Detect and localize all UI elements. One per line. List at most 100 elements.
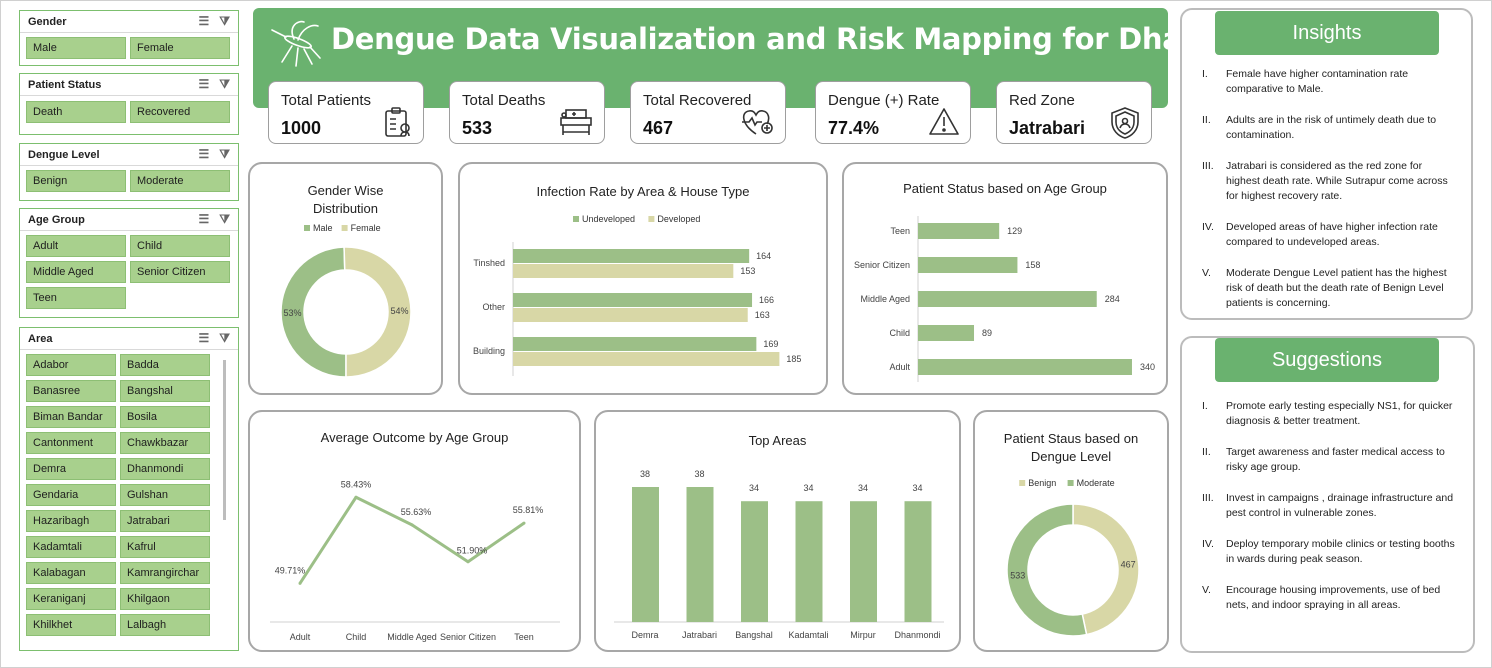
slicer-item-area[interactable]: Dhanmondi [120, 458, 210, 480]
clear-filter-icon[interactable]: ⧩ [219, 212, 230, 226]
slicer-item-area[interactable]: Banasree [26, 380, 116, 402]
slicer-item-area[interactable]: Biman Bandar [26, 406, 116, 428]
clear-filter-icon[interactable]: ⧩ [219, 147, 230, 161]
kpi-label: Total Deaths [462, 92, 546, 109]
suggestions-item-number: II. [1202, 446, 1211, 458]
data-label: 89 [982, 328, 992, 338]
slicer-item-adult[interactable]: Adult [26, 235, 126, 257]
kpi-dengue-rate: Dengue (+) Rate 77.4% [815, 81, 971, 144]
slicer-area: Area ☰ ⧩ Adabor Badda Banasree Bangshal Biman… [19, 327, 239, 651]
category-label: Dhanmondi [894, 630, 940, 640]
slicer-item-area[interactable]: Kadamtali [26, 536, 116, 558]
clear-filter-icon[interactable]: ⧩ [219, 14, 230, 28]
slicer-item-area[interactable]: Badda [120, 354, 210, 376]
kpi-label: Total Patients [281, 92, 372, 109]
slicer-item-area[interactable]: Demra [26, 458, 116, 480]
slicer-item-area[interactable]: Bosila [120, 406, 210, 428]
slicer-item-area[interactable]: Kafrul [120, 536, 210, 558]
bar [904, 501, 932, 622]
slicer-item-female[interactable]: Female [130, 37, 230, 59]
suggestions-item-text: Promote early testing especially NS1, fo… [1226, 400, 1453, 427]
insights-item: V. Moderate Dengue Level patient has the … [1202, 266, 1453, 311]
slicer-area-header: Area ☰ ⧩ [20, 328, 238, 350]
slicer-item-recovered[interactable]: Recovered [130, 101, 230, 123]
insights-item-text: Moderate Dengue Level patient has the hi… [1226, 267, 1447, 309]
data-point [410, 523, 414, 527]
legend-swatch [1067, 480, 1074, 486]
data-label: 169 [763, 339, 778, 349]
slicer-item-benign[interactable]: Benign [26, 170, 126, 192]
slicer-item-area[interactable]: Gendaria [26, 484, 116, 506]
clear-filter-icon[interactable]: ⧩ [219, 77, 230, 91]
data-label: 34 [803, 483, 813, 493]
slicer-item-death[interactable]: Death [26, 101, 126, 123]
area-scrollbar[interactable] [223, 360, 226, 520]
slicer-item-teen[interactable]: Teen [26, 287, 126, 309]
multi-select-icon[interactable]: ☰ [198, 212, 210, 226]
slicer-patient-status-header: Patient Status ☰ ⧩ [20, 74, 238, 96]
slicer-item-middle-aged[interactable]: Middle Aged [26, 261, 126, 283]
data-label: 38 [694, 469, 704, 479]
average-outcome-card: Average Outcome by Age Group 49.71% Adult… [248, 410, 581, 652]
data-label: 158 [1025, 260, 1040, 270]
slicer-item-area[interactable]: Lalbagh [120, 614, 210, 636]
multi-select-icon[interactable]: ☰ [198, 147, 210, 161]
slicer-item-child[interactable]: Child [130, 235, 230, 257]
slicer-item-area[interactable]: Khilgaon [120, 588, 210, 610]
multi-select-icon[interactable]: ☰ [198, 331, 210, 345]
top-areas-card: Top Areas 38 Demra 38 Jatrabari 34 Bangshal 34… [594, 410, 961, 652]
chart-title: Gender Wise Distribution [307, 183, 384, 216]
gender-donut-chart: Male Female 53% 54% [280, 223, 412, 378]
data-label: 51.90% [457, 546, 488, 556]
category-label: Teen [514, 632, 534, 642]
age-status-bar-chart: Teen 129 Senior Citizen 158 Middle Aged 284 Ch… [854, 216, 1155, 382]
kpi-label: Dengue (+) Rate [828, 92, 940, 109]
slicer-item-moderate[interactable]: Moderate [130, 170, 230, 192]
category-label: Senior Citizen [854, 260, 910, 270]
data-label: 55.63% [401, 507, 432, 517]
suggestions-item-text: Invest in campaigns , drainage infrastru… [1226, 492, 1454, 519]
legend-label: Undeveloped [582, 214, 635, 224]
clear-filter-icon[interactable]: ⧩ [219, 331, 230, 345]
slicer-item-area[interactable]: Gulshan [120, 484, 210, 506]
suggestions-item: IV. Deploy temporary mobile clinics or te… [1202, 537, 1455, 567]
data-label: 34 [749, 483, 759, 493]
slicer-item-senior-citizen[interactable]: Senior Citizen [130, 261, 230, 283]
bar [795, 501, 823, 622]
slicer-item-area[interactable]: Cantonment [26, 432, 116, 454]
category-label: Kadamtali [788, 630, 828, 640]
legend-swatch [648, 216, 655, 222]
legend-swatch [573, 216, 579, 222]
multi-select-icon[interactable]: ☰ [198, 77, 210, 91]
insights-list: I. Female have higher contamination rate … [1202, 67, 1453, 327]
slicer-item-area[interactable]: Adabor [26, 354, 116, 376]
slicer-item-area[interactable]: Khilkhet [26, 614, 116, 636]
bar [850, 501, 877, 622]
slicer-patient-status-title: Patient Status [28, 78, 102, 91]
data-label: 129 [1007, 226, 1022, 236]
multi-select-icon[interactable]: ☰ [198, 14, 210, 28]
bar [513, 264, 734, 278]
chart-title: Patient Status based on Age Group [903, 181, 1107, 196]
suggestions-title: Suggestions [1215, 338, 1439, 382]
clipboard-icon [385, 107, 410, 137]
slicer-item-area[interactable]: Hazaribagh [26, 510, 116, 532]
slicer-item-area[interactable]: Jatrabari [120, 510, 210, 532]
chart-title: Average Outcome by Age Group [320, 430, 509, 445]
slicer-item-area[interactable]: Chawkbazar [120, 432, 210, 454]
data-label: 153 [740, 266, 755, 276]
slicer-item-area[interactable]: Bangshal [120, 380, 210, 402]
gender-distribution-card: Gender Wise Distribution Male Female 53% 54… [248, 162, 443, 395]
slicer-gender-header: Gender ☰ ⧩ [20, 11, 238, 33]
slicer-patient-status: Patient Status ☰ ⧩ Death Recovered [19, 73, 239, 135]
slicer-dengue-level-title: Dengue Level [28, 148, 100, 161]
slicer-item-area[interactable]: Kalabagan [26, 562, 116, 584]
suggestions-item-text: Encourage housing improvements, use of b… [1226, 584, 1441, 611]
kpi-value: 77.4% [828, 118, 880, 138]
insights-item-number: V. [1202, 267, 1211, 279]
slicer-item-area[interactable]: Kamrangirchar [120, 562, 210, 584]
slicer-item-male[interactable]: Male [26, 37, 126, 59]
slicer-dengue-level-header: Dengue Level ☰ ⧩ [20, 144, 238, 166]
slicer-item-area[interactable]: Keraniganj [26, 588, 116, 610]
kpi-total-patients: Total Patients 1000 [268, 81, 424, 144]
